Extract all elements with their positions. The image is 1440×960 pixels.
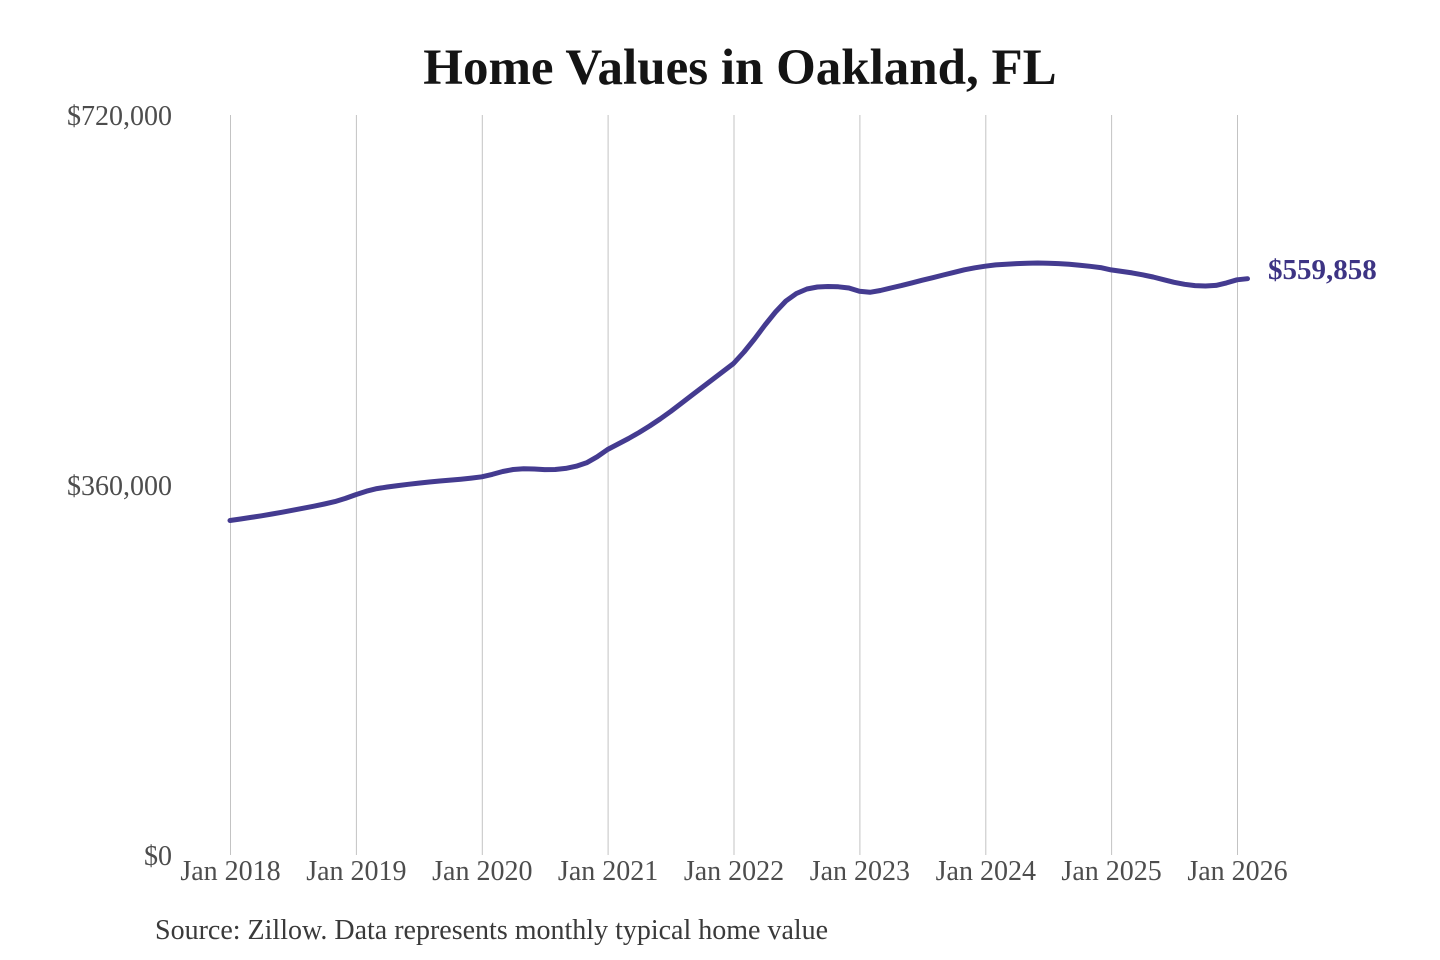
svg-text:Jan 2026: Jan 2026 [1187,856,1287,887]
svg-text:$360,000: $360,000 [67,471,172,502]
svg-text:Home Values in Oakland, FL: Home Values in Oakland, FL [423,40,1056,96]
svg-text:Jan 2019: Jan 2019 [306,856,406,887]
svg-text:Jan 2022: Jan 2022 [684,856,784,887]
svg-text:Jan 2023: Jan 2023 [810,856,910,887]
svg-text:Jan 2018: Jan 2018 [180,856,280,887]
svg-text:$720,000: $720,000 [67,101,172,132]
svg-text:Jan 2021: Jan 2021 [558,856,658,887]
svg-text:Source: Zillow. Data represent: Source: Zillow. Data represents monthly … [155,915,828,946]
svg-text:Jan 2020: Jan 2020 [432,856,532,887]
svg-text:$559,858: $559,858 [1268,254,1377,286]
svg-text:Jan 2025: Jan 2025 [1061,856,1161,887]
svg-text:Jan 2024: Jan 2024 [936,856,1036,887]
svg-text:$0: $0 [144,841,172,872]
